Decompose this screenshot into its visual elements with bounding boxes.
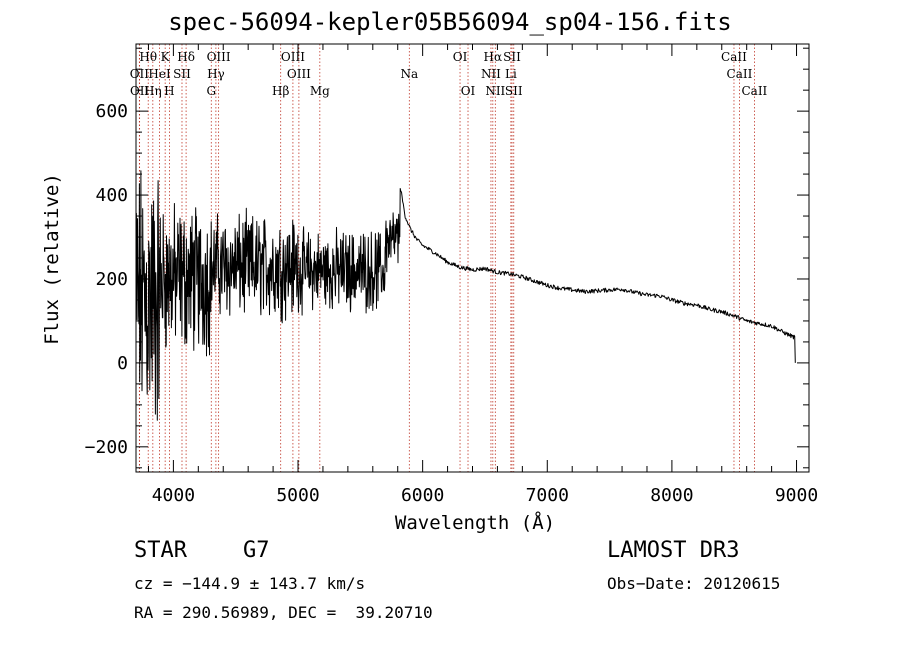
x-axis-label: Wavelength (Å) bbox=[394, 512, 556, 534]
line-label: CaII bbox=[741, 84, 767, 98]
line-label: Li bbox=[505, 67, 517, 81]
line-label: NII bbox=[485, 84, 505, 98]
coordinates: RA = 290.56989, DEC = 39.20710 bbox=[134, 603, 433, 622]
redshift-velocity: cz = −144.9 ± 143.7 km/s bbox=[134, 574, 366, 593]
y-tick-label: 0 bbox=[117, 353, 128, 374]
spectrum-line bbox=[135, 170, 796, 421]
line-label: Hη bbox=[144, 84, 162, 98]
line-label: Na bbox=[400, 67, 418, 81]
x-tick-label: 7000 bbox=[526, 485, 569, 506]
line-label: SII bbox=[505, 84, 523, 98]
line-label: OIII bbox=[281, 50, 305, 64]
x-tick-label: 4000 bbox=[152, 485, 195, 506]
line-label: Hβ bbox=[272, 84, 289, 98]
line-markers bbox=[138, 44, 755, 472]
line-label: OI bbox=[461, 84, 476, 98]
axis-tick-labels: 4000 5000 6000 7000 8000 9000 −200 0 200 400 600 bbox=[85, 101, 819, 506]
y-tick-label: 200 bbox=[95, 269, 128, 290]
x-tick-label: 9000 bbox=[775, 485, 818, 506]
line-label: Hγ bbox=[207, 67, 225, 81]
line-label: Hα bbox=[484, 50, 503, 64]
line-label: K bbox=[161, 50, 171, 64]
line-label: Hδ bbox=[177, 50, 195, 64]
line-label: CaII bbox=[727, 67, 753, 81]
line-label: Mg bbox=[310, 84, 330, 98]
y-tick-label: 600 bbox=[95, 101, 128, 122]
line-label: H bbox=[164, 84, 174, 98]
line-label: HeI bbox=[148, 67, 171, 81]
observation-date: Obs−Date: 20120615 bbox=[607, 574, 781, 593]
x-tick-label: 5000 bbox=[276, 485, 319, 506]
object-class: STAR bbox=[134, 538, 187, 563]
line-label: OIII bbox=[207, 50, 231, 64]
chart-title: spec-56094-kepler05B56094_sp04-156.fits bbox=[168, 8, 732, 36]
line-label: G bbox=[206, 84, 216, 98]
line-label: SII bbox=[503, 50, 521, 64]
line-label: Hθ bbox=[139, 50, 157, 64]
axis-ticks bbox=[136, 44, 809, 472]
survey-name: LAMOST DR3 bbox=[607, 538, 740, 563]
line-label: OI bbox=[453, 50, 468, 64]
y-axis-label: Flux (relative) bbox=[41, 173, 63, 345]
line-label: OIII bbox=[287, 67, 311, 81]
line-label: NII bbox=[481, 67, 501, 81]
line-label: OII bbox=[130, 84, 150, 98]
line-label: OII bbox=[130, 67, 150, 81]
line-label: SII bbox=[173, 67, 191, 81]
x-tick-label: 6000 bbox=[401, 485, 444, 506]
x-tick-label: 8000 bbox=[650, 485, 693, 506]
y-tick-label: −200 bbox=[85, 437, 128, 458]
line-label: CaII bbox=[721, 50, 747, 64]
y-tick-label: 400 bbox=[95, 185, 128, 206]
object-subclass: G7 bbox=[243, 538, 270, 563]
